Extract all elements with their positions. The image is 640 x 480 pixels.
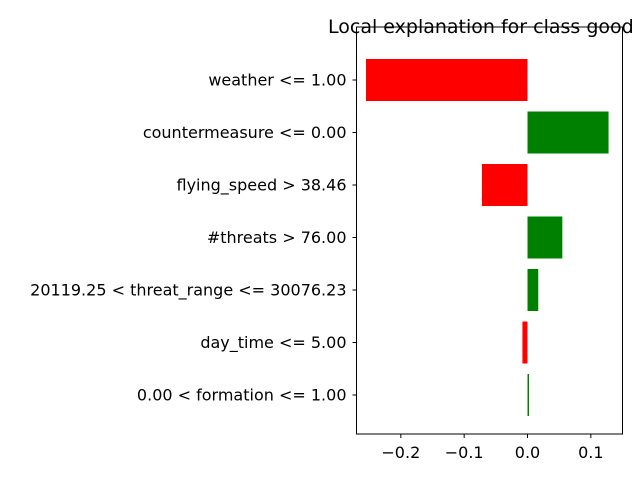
axes-layer [356,26,623,435]
bar [527,216,563,259]
x-tick-label: 0.0 [515,443,540,462]
x-tick-label: −0.1 [445,443,484,462]
y-tick-label: day_time <= 5.00 [200,333,346,353]
y-tick-label: 20119.25 < threat_range <= 30076.23 [30,281,346,301]
y-ticks-layer: weather <= 1.00 countermeasure <= 0.00 fly… [30,71,357,405]
y-tick-label: 0.00 < formation <= 1.00 [137,386,347,405]
bar [527,374,529,416]
x-tick-label: 0.1 [578,443,603,462]
bars-layer [366,59,609,416]
bar [527,111,609,154]
axes-frame [356,26,623,435]
y-tick-label: #threats > 76.00 [207,228,347,247]
x-ticks-layer: −0.2 −0.1 0.0 0.1 [381,434,604,462]
bar [522,321,528,364]
bar [366,59,528,101]
y-tick-label: countermeasure <= 0.00 [143,123,347,142]
y-tick-label: weather <= 1.00 [208,71,346,90]
chart-title: Local explanation for class good [328,16,634,38]
x-tick-label: −0.2 [381,443,420,462]
bar [527,269,539,311]
bar [481,164,528,206]
y-tick-label: flying_speed > 38.46 [176,176,346,196]
